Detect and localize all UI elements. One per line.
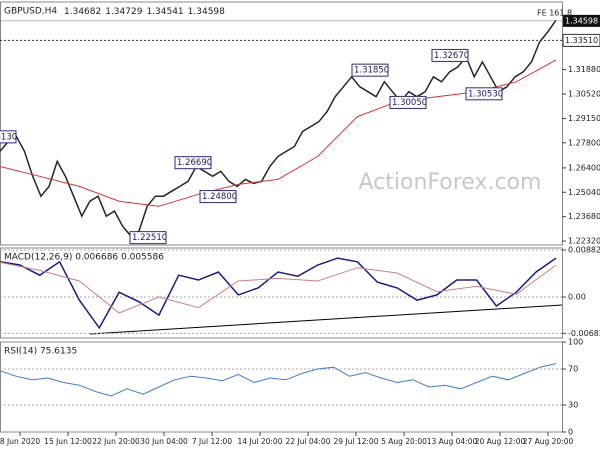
quote: 1.34682 1.34729 1.34541 1.34598 <box>64 7 225 17</box>
annotation-label: 1.24800 <box>202 192 237 202</box>
x-tick-label: 30 Jun 04:00 <box>140 437 188 446</box>
annotation-box <box>431 48 469 62</box>
x-tick-label: 27 Aug 20:00 <box>523 437 574 446</box>
y-tick-label: 100 <box>568 338 583 347</box>
y-tick-label: 1.25040 <box>568 188 600 197</box>
annotation-label: 1.31850 <box>354 66 389 76</box>
annotation-label: 1.30050 <box>392 98 427 108</box>
panel-title: RSI(14) 75.6135 <box>4 347 77 357</box>
annotation-box <box>0 130 17 144</box>
annotation-box <box>129 231 167 245</box>
x-tick-label: 5 Aug 20:00 <box>381 437 427 446</box>
annotation-label: 1.28130 <box>0 132 17 142</box>
y-tick-label: 30 <box>568 401 578 410</box>
y-tick-label: 1.30520 <box>568 89 600 98</box>
annotation-box <box>389 95 427 109</box>
annotation-box <box>199 190 237 204</box>
level-label: 1.33510 <box>565 36 598 45</box>
panel-frame <box>0 1 563 246</box>
panel-title: MACD(12,26,9) 0.006686 0.005586 <box>4 253 164 263</box>
x-tick-label: 29 Jul 12:00 <box>334 437 379 446</box>
y-tick-label: 70 <box>568 365 578 374</box>
x-tick-label: 13 Aug 04:00 <box>427 437 478 446</box>
fe-label: FE 161.8 <box>537 9 572 18</box>
price-label: 1.34598 <box>565 16 598 25</box>
y-tick-label: 0.008824 <box>568 246 600 255</box>
quote-value: 1.34541 <box>146 7 183 17</box>
annotation-box <box>174 156 212 170</box>
annotation-box <box>465 87 503 101</box>
y-tick-label: 1.26400 <box>568 163 600 172</box>
series-line <box>0 257 557 330</box>
quote-value: 1.34682 <box>64 7 101 17</box>
y-tick-label: 1.31880 <box>568 65 600 74</box>
y-tick-label: 1.29150 <box>568 114 600 123</box>
y-tick-label: 1.22320 <box>568 237 600 246</box>
x-tick-label: 14 Jul 20:00 <box>238 437 283 446</box>
quote-value: 1.34598 <box>188 7 225 17</box>
y-tick-label: 1.23680 <box>568 212 600 221</box>
series-line <box>0 59 557 207</box>
x-tick-label: 20 Aug 12:00 <box>475 437 526 446</box>
annotation-label: 1.22510 <box>132 233 167 243</box>
level-box <box>562 33 600 47</box>
panel-frame <box>0 247 563 339</box>
annotation-label: 1.26690 <box>177 158 212 168</box>
y-tick-label: 0.00 <box>568 292 586 301</box>
x-tick-label: 8 Jun 2020 <box>0 437 40 446</box>
price-box <box>563 14 600 27</box>
y-tick-label: 0 <box>568 428 573 437</box>
x-tick-label: 7 Jul 12:00 <box>192 437 232 446</box>
watermark: ActionForex.com <box>359 170 542 195</box>
panel-title: GBPUSD,H4 <box>4 7 57 17</box>
quote-value: 1.34729 <box>105 7 142 17</box>
series-line <box>0 363 557 397</box>
x-tick-label: 22 Jun 20:00 <box>92 437 140 446</box>
panel-frame <box>0 341 563 433</box>
annotation-box <box>351 63 389 77</box>
y-tick-label: 1.27800 <box>568 138 600 147</box>
y-tick-label: -0.006825 <box>568 329 600 338</box>
trendline <box>89 304 563 335</box>
annotation-label: 1.30530 <box>468 89 503 99</box>
x-tick-label: 15 Jun 12:00 <box>44 437 92 446</box>
x-tick-label: 22 Jul 04:00 <box>286 437 331 446</box>
annotation-label: 1.32670 <box>434 51 469 61</box>
series-line <box>0 261 557 314</box>
